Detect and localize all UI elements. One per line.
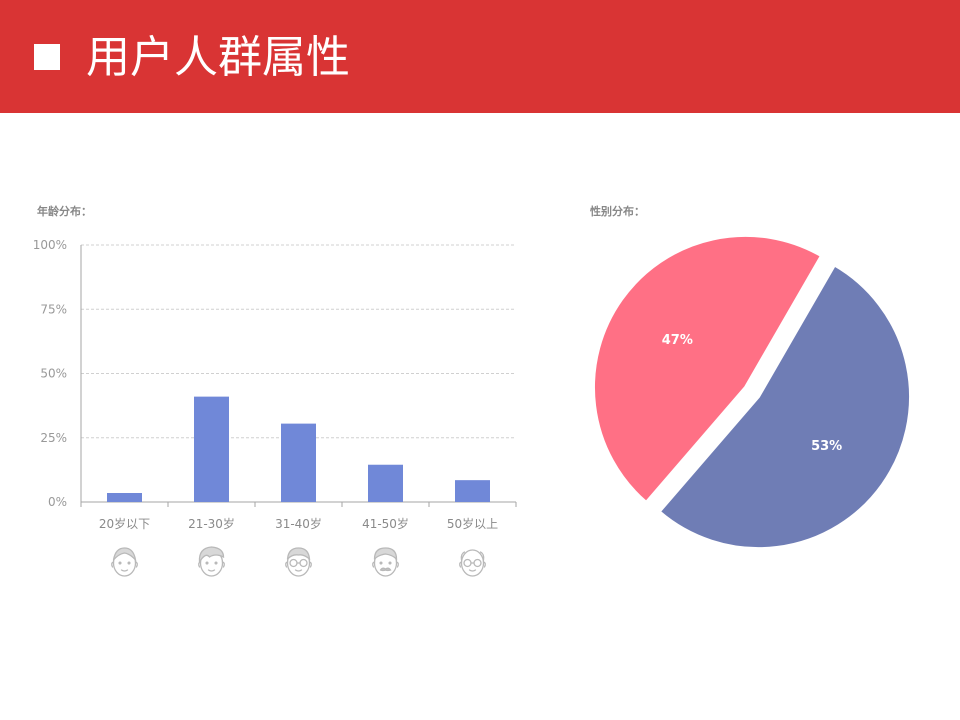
y-tick-label: 25%: [40, 431, 67, 445]
x-category-label: 41-50岁: [362, 516, 409, 531]
pie-slice-label: 47%: [662, 333, 693, 348]
bar: [455, 480, 490, 502]
y-tick-label: 100%: [33, 238, 67, 252]
y-tick-label: 50%: [40, 367, 67, 381]
page-title: 用户人群属性: [86, 32, 350, 83]
pie-slice-label: 53%: [811, 439, 842, 454]
bar: [368, 464, 403, 502]
age-distribution-label: 年龄分布：: [37, 205, 92, 218]
young-man-face-icon: [198, 546, 225, 577]
mustache-man-face-icon: [372, 547, 399, 577]
pie-slice: [591, 233, 824, 505]
bar: [107, 493, 142, 502]
header-square-icon: [34, 44, 60, 70]
y-tick-label: 75%: [40, 302, 67, 316]
child-face-icon: [111, 547, 138, 577]
x-category-label: 20岁以下: [99, 516, 150, 531]
y-tick-label: 0%: [48, 495, 67, 509]
elderly-man-face-icon: [459, 549, 486, 577]
x-category-label: 21-30岁: [188, 516, 235, 531]
bar: [194, 396, 229, 502]
x-category-label: 50岁以上: [447, 516, 498, 531]
gender-distribution-label: 性别分布：: [590, 205, 645, 218]
glasses-man-face-icon: [285, 547, 312, 577]
x-category-label: 31-40岁: [275, 516, 322, 531]
bar: [281, 423, 316, 502]
header-bar: 用户人群属性: [0, 0, 960, 113]
pie-slice: [657, 262, 912, 551]
